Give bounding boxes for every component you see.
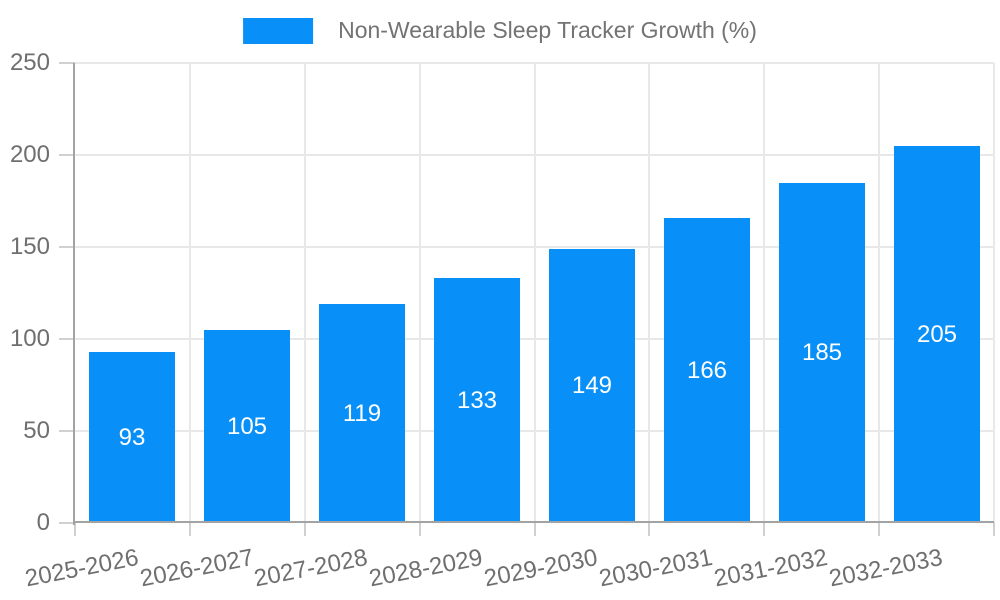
y-axis xyxy=(73,63,75,525)
x-tick-mark xyxy=(648,523,650,536)
y-tick-label: 100 xyxy=(9,325,50,352)
bar: 166 xyxy=(664,218,750,523)
x-tick-label: 2025-2026 xyxy=(22,544,141,593)
bar-value-label: 205 xyxy=(916,320,958,348)
bar-value-label: 166 xyxy=(686,356,728,384)
x-tick-label: 2031-2032 xyxy=(711,544,830,593)
gridline-vertical xyxy=(304,63,306,523)
y-tick-label: 250 xyxy=(9,49,50,76)
bar-value-label: 119 xyxy=(342,399,382,427)
bar: 205 xyxy=(894,146,980,523)
x-tick-label: 2029-2030 xyxy=(482,544,600,593)
x-tick-mark xyxy=(993,523,995,536)
gridline-vertical xyxy=(419,63,421,523)
legend: Non-Wearable Sleep Tracker Growth (%) xyxy=(243,17,757,44)
x-tick-label: 2032-2033 xyxy=(826,544,945,593)
gridline-vertical xyxy=(878,63,880,523)
bar: 149 xyxy=(549,249,635,523)
x-tick-label: 2027-2028 xyxy=(252,544,371,593)
bar-value-label: 185 xyxy=(801,339,843,366)
x-tick-mark xyxy=(304,523,306,536)
bar-value-label: 133 xyxy=(456,386,498,414)
y-tick-label: 150 xyxy=(9,233,50,260)
bar-value-label: 105 xyxy=(226,412,268,440)
bar-value-label: 93 xyxy=(118,423,146,451)
y-tick-mark xyxy=(59,430,75,432)
y-tick-mark xyxy=(59,154,75,156)
gridline-vertical xyxy=(648,63,650,523)
gridline-vertical xyxy=(993,63,995,523)
x-tick-mark xyxy=(74,523,76,536)
y-tick-mark xyxy=(59,522,75,524)
y-tick-mark xyxy=(59,246,75,248)
bar: 185 xyxy=(779,183,865,523)
x-tick-label: 2028-2029 xyxy=(367,544,486,593)
gridline-vertical xyxy=(534,63,536,523)
x-tick-mark xyxy=(189,523,191,536)
bar-value-label: 149 xyxy=(571,372,613,399)
legend-label: Non-Wearable Sleep Tracker Growth (%) xyxy=(338,17,757,43)
gridline-vertical xyxy=(763,63,765,523)
x-tick-label: 2030-2031 xyxy=(596,544,715,593)
bar: 133 xyxy=(434,278,520,523)
bar: 119 xyxy=(319,304,405,523)
bar: 93 xyxy=(89,352,175,523)
gridline-vertical xyxy=(189,63,191,523)
y-tick-label: 0 xyxy=(36,509,50,536)
legend-swatch xyxy=(243,17,314,44)
y-tick-label: 200 xyxy=(9,141,50,168)
y-tick-mark xyxy=(59,62,75,64)
x-axis xyxy=(73,521,994,523)
x-tick-mark xyxy=(534,523,536,536)
y-tick-label: 50 xyxy=(23,417,50,444)
x-tick-mark xyxy=(878,523,880,536)
x-tick-mark xyxy=(419,523,421,536)
y-tick-mark xyxy=(59,338,75,340)
x-tick-mark xyxy=(763,523,765,536)
x-tick-label: 2026-2027 xyxy=(137,544,256,593)
bar: 105 xyxy=(204,330,290,523)
